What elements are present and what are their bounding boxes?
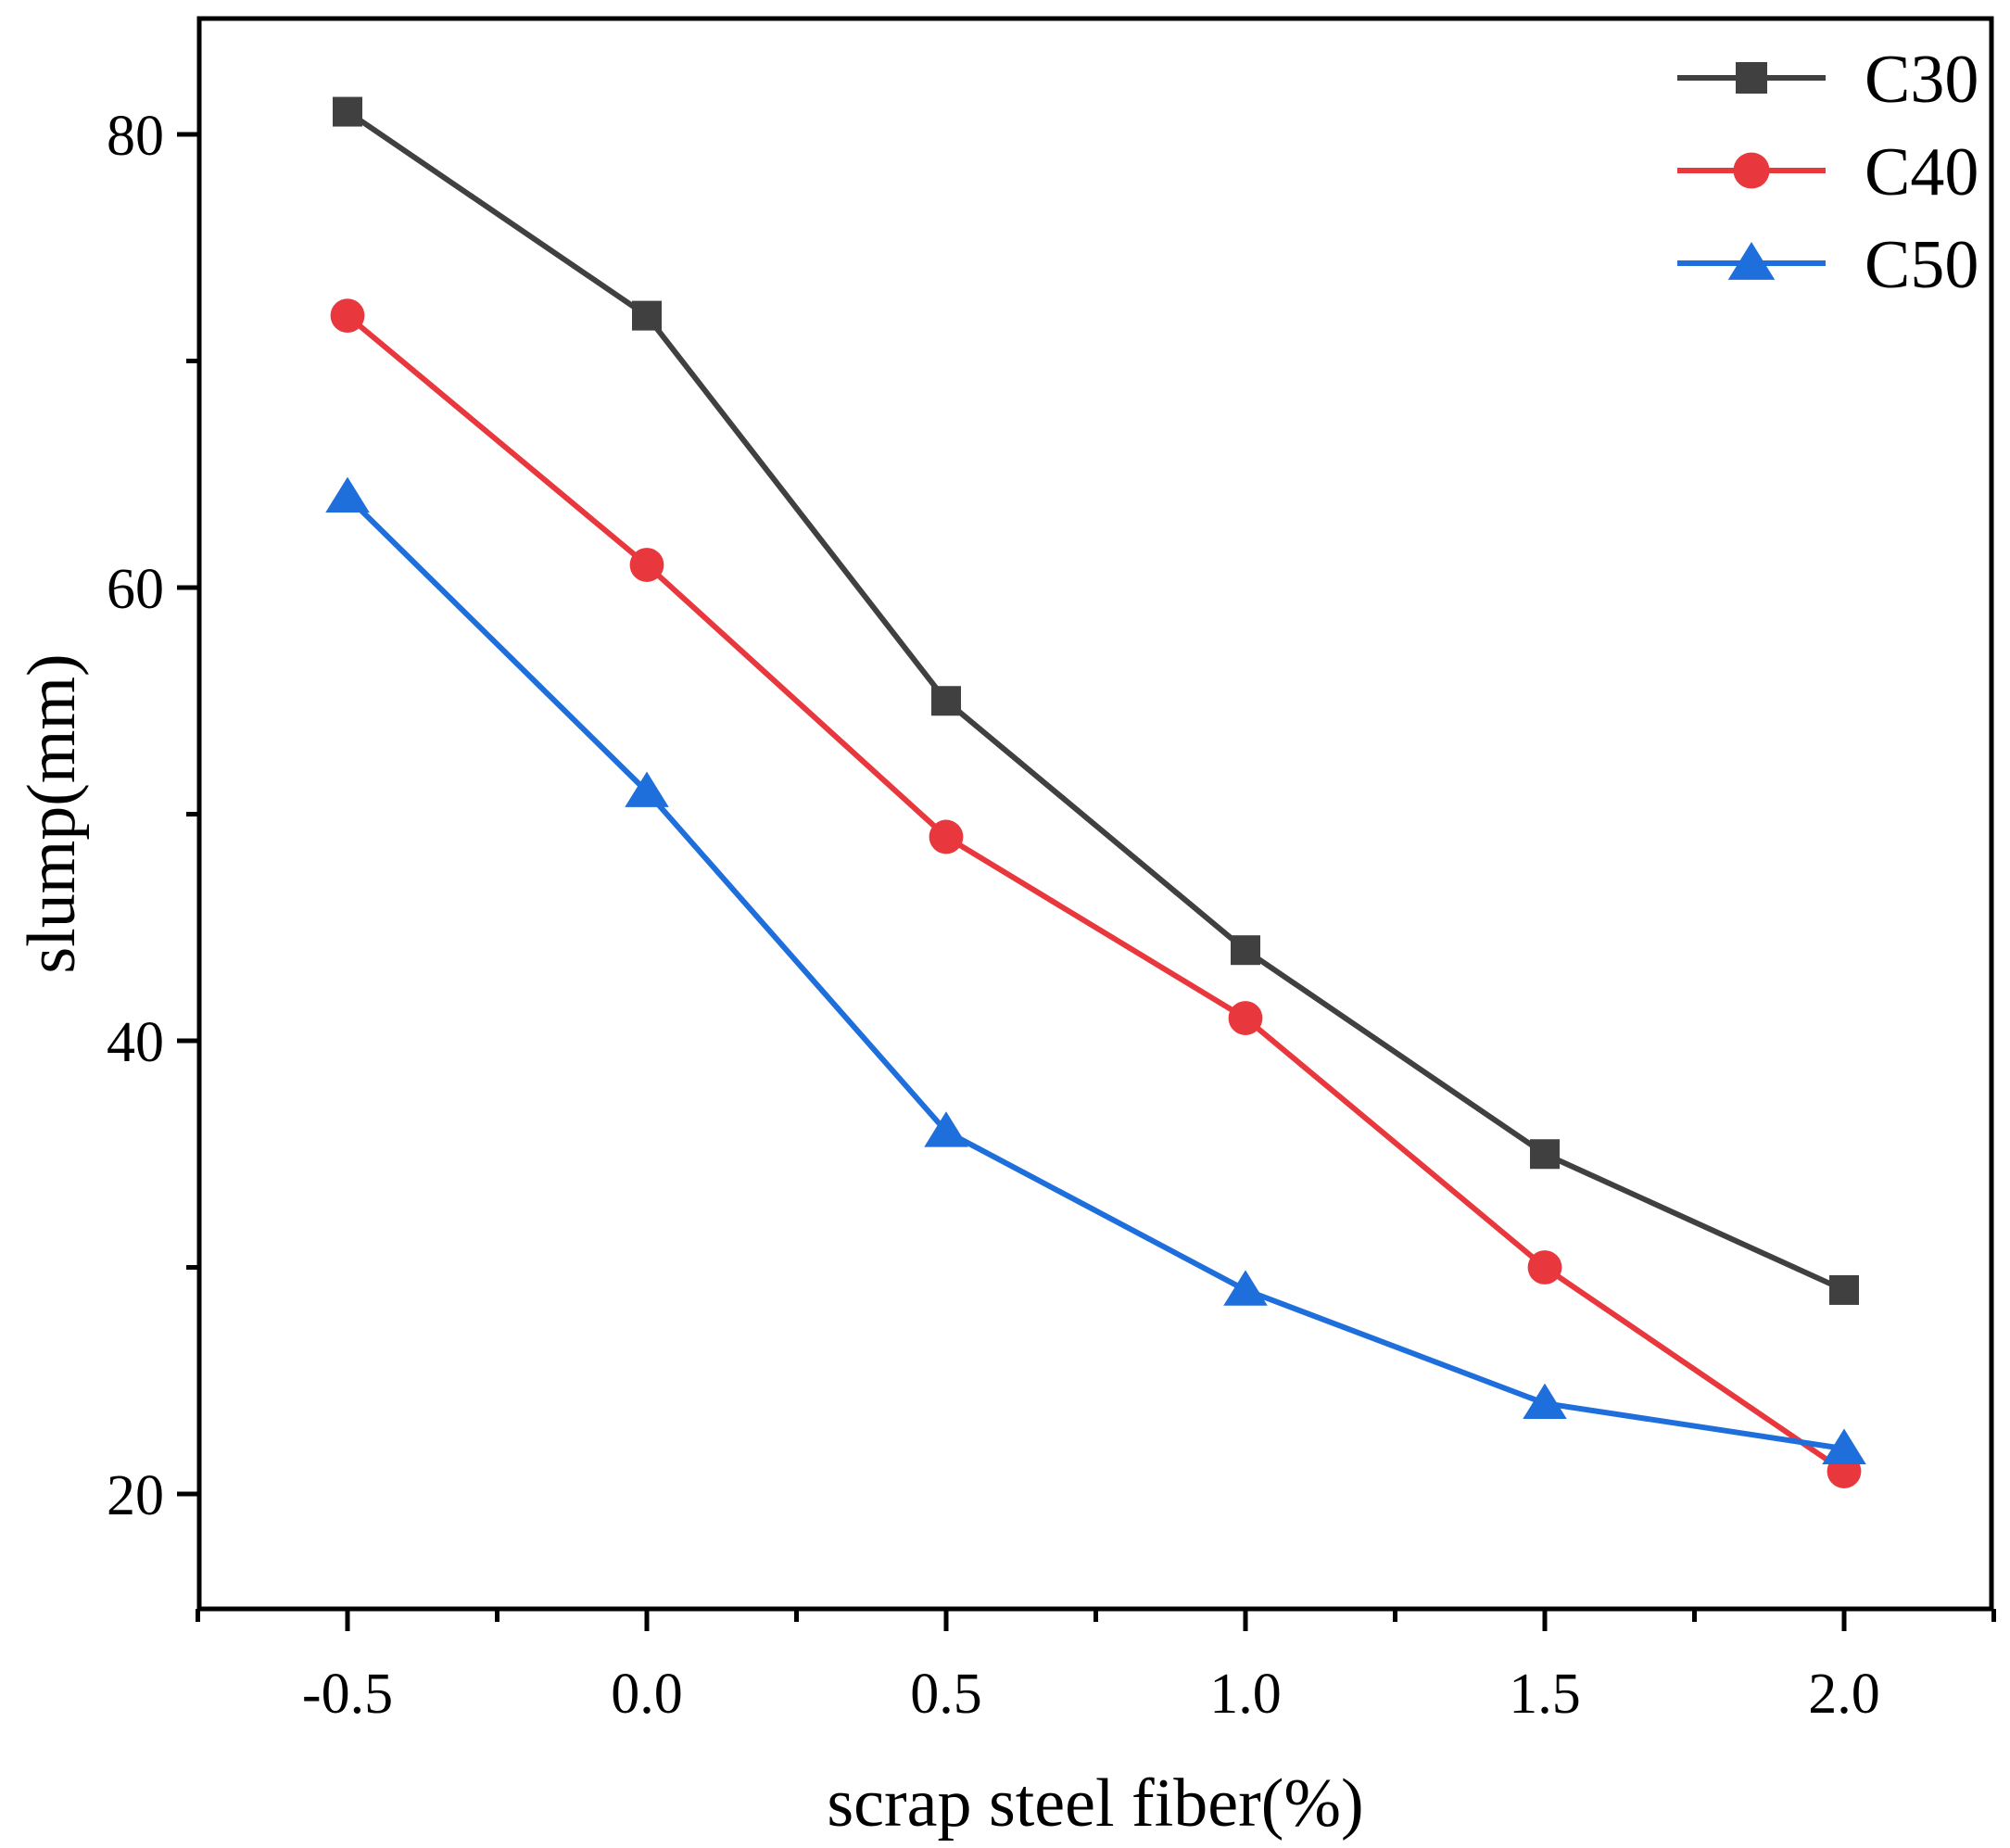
data-point-c30 <box>931 686 961 716</box>
data-point-c40 <box>1527 1250 1562 1285</box>
legend-marker-c30 <box>1736 62 1767 94</box>
y-tick-label: 40 <box>107 1011 164 1074</box>
data-point-c50 <box>625 771 669 807</box>
series-line-c30 <box>346 109 1846 1293</box>
x-tick-label: 1.5 <box>1509 1663 1581 1726</box>
legend: C30 C40 C50 <box>1677 42 1978 303</box>
data-point-c50 <box>924 1111 968 1147</box>
data-point-c30 <box>1530 1139 1560 1170</box>
series-line-c40 <box>346 313 1846 1475</box>
series-lines <box>345 109 1846 1475</box>
legend-marker-c50 <box>1727 242 1776 280</box>
x-tick-label: 1.0 <box>1209 1663 1282 1726</box>
data-point-c50 <box>1523 1383 1567 1420</box>
x-tick-label: -0.5 <box>302 1663 393 1726</box>
plot-frame <box>196 16 1994 1612</box>
x-tick-label: 2.0 <box>1808 1663 1880 1726</box>
series-line-c50 <box>345 495 1845 1452</box>
data-point-c30 <box>1231 935 1260 966</box>
data-point-c30 <box>632 300 662 331</box>
data-point-c50 <box>1223 1270 1268 1306</box>
data-point-c50 <box>1822 1428 1866 1464</box>
data-point-c40 <box>1228 1001 1263 1035</box>
data-point-c40 <box>629 548 664 582</box>
legend-label-c50: C50 <box>1865 227 1978 303</box>
series-markers <box>325 96 1866 1488</box>
x-tick-label: 0.5 <box>910 1663 982 1726</box>
x-tick-label: 0.0 <box>611 1663 683 1726</box>
axis-ticks: -0.5 0.0 0.5 1.0 1.5 2.0 20 40 60 80 <box>107 105 1996 1726</box>
y-tick-label: 80 <box>107 105 164 168</box>
data-point-c30 <box>333 96 362 127</box>
legend-label-c40: C40 <box>1865 134 1978 210</box>
legend-marker-c40 <box>1733 152 1770 189</box>
x-axis-label: scrap steel fiber(%) <box>827 1766 1363 1842</box>
data-point-c50 <box>325 476 370 513</box>
y-tick-label: 20 <box>107 1464 164 1527</box>
y-tick-label: 60 <box>107 558 164 621</box>
y-axis-label: slump(mm) <box>14 653 90 973</box>
legend-label-c30: C30 <box>1865 42 1978 118</box>
data-point-c40 <box>330 298 365 333</box>
data-point-c30 <box>1829 1274 1859 1305</box>
data-point-c40 <box>929 819 964 854</box>
